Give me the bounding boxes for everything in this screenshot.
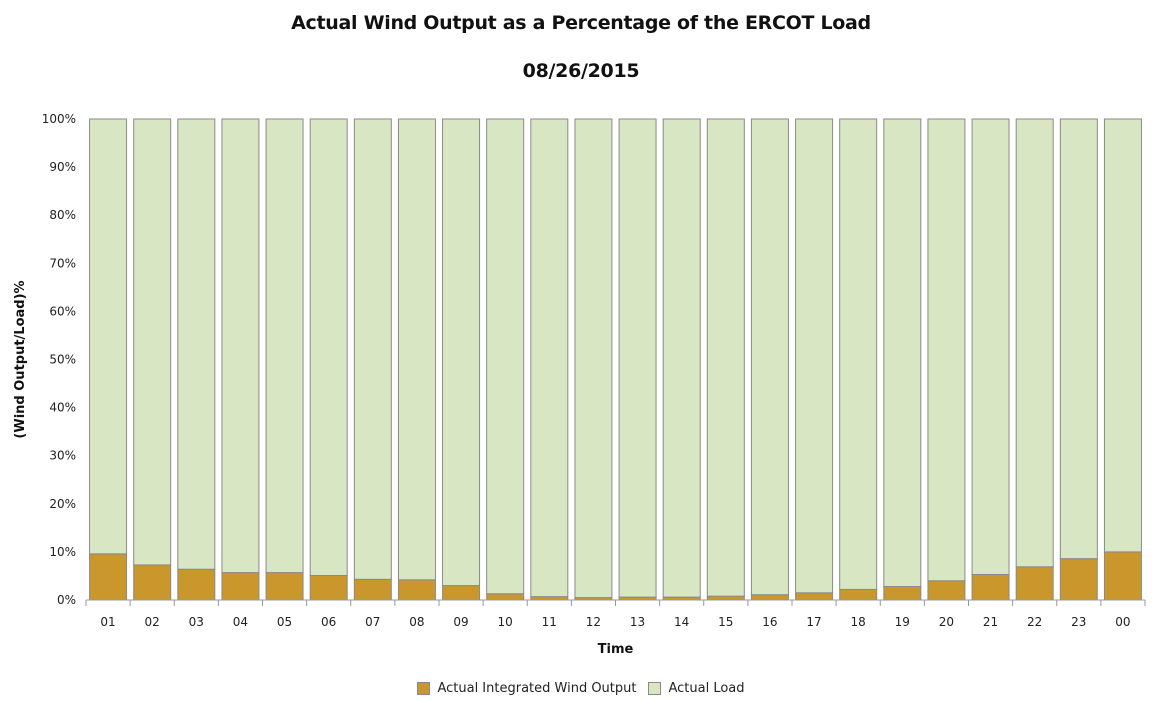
y-tick-label: 20% [49, 497, 76, 511]
bar-actual-load[interactable] [133, 118, 172, 566]
bar-wind-output[interactable] [177, 568, 216, 601]
y-tick-label: 30% [49, 449, 76, 463]
x-tick-label: 04 [233, 615, 248, 629]
bar-wind-output[interactable] [1015, 566, 1054, 601]
bar-wind-output[interactable] [309, 574, 348, 601]
bar-wind-output[interactable] [486, 593, 525, 601]
bar-wind-output[interactable] [133, 564, 172, 601]
bar-wind-output[interactable] [839, 588, 878, 601]
legend-swatch-wind-output [417, 682, 431, 695]
y-tick-label: 100% [42, 112, 76, 126]
legend-item-actual-load[interactable]: Actual Load [648, 681, 745, 696]
x-tick-label: 00 [1115, 615, 1130, 629]
y-axis-title: (Wind Output/Load)% [13, 280, 28, 438]
bar-actual-load[interactable] [177, 118, 216, 570]
bar-actual-load[interactable] [883, 118, 922, 588]
x-tick-label: 09 [453, 615, 468, 629]
bar-wind-output[interactable] [795, 592, 834, 601]
bar-actual-load[interactable] [353, 118, 392, 580]
bar-actual-load[interactable] [795, 118, 834, 594]
x-tick-label: 19 [895, 615, 910, 629]
y-tick-label: 80% [49, 208, 76, 222]
bar-actual-load[interactable] [750, 118, 789, 596]
x-tick-label: 03 [189, 615, 204, 629]
x-tick-label: 17 [806, 615, 821, 629]
bar-actual-load[interactable] [1103, 118, 1142, 553]
x-tick-label: 01 [100, 615, 115, 629]
legend-label-wind-output: Actual Integrated Wind Output [437, 681, 637, 696]
x-tick-label: 11 [542, 615, 557, 629]
bar-actual-load[interactable] [397, 118, 436, 581]
bar-actual-load[interactable] [89, 118, 128, 555]
x-tick-label: 07 [365, 615, 380, 629]
bar-actual-load[interactable] [265, 118, 304, 574]
bar-wind-output[interactable] [530, 596, 569, 601]
x-tick-label: 13 [630, 615, 645, 629]
bar-actual-load[interactable] [662, 118, 701, 598]
x-tick-label: 20 [939, 615, 954, 629]
bar-actual-load[interactable] [971, 118, 1010, 576]
bar-actual-load[interactable] [574, 118, 613, 599]
chart-subtitle: 08/26/2015 [522, 60, 640, 82]
legend: Actual Integrated Wind Output Actual Loa… [0, 681, 1162, 696]
bar-actual-load[interactable] [442, 118, 481, 587]
x-axis: 01 02 03 04 05 06 07 08 09 10 11 12 13 14 15 16 17 18 19 20… [85, 600, 1146, 629]
x-tick-label: 06 [321, 615, 336, 629]
legend-item-wind-output[interactable]: Actual Integrated Wind Output [417, 681, 636, 696]
legend-label-actual-load: Actual Load [668, 681, 745, 696]
y-tick-label: 40% [49, 401, 76, 415]
x-tick-label: 15 [718, 615, 733, 629]
bar-wind-output[interactable] [1059, 558, 1098, 601]
bar-wind-output[interactable] [750, 594, 789, 601]
bar-actual-load[interactable] [1015, 118, 1054, 568]
bar-actual-load[interactable] [309, 118, 348, 576]
y-axis: 0% 10% 20% 30% 40% 50% 60% 70% 80% 90% 100% [42, 112, 76, 607]
bar-actual-load[interactable] [706, 118, 745, 597]
y-tick-label: 50% [49, 353, 76, 367]
y-tick-label: 0% [57, 593, 76, 607]
chart-title: Actual Wind Output as a Percentage of th… [291, 12, 871, 34]
x-tick-label: 16 [762, 615, 777, 629]
y-tick-label: 90% [49, 160, 76, 174]
bars [89, 118, 1142, 601]
bar-wind-output[interactable] [221, 572, 260, 601]
x-tick-label: 05 [277, 615, 292, 629]
legend-swatch-actual-load [648, 682, 662, 695]
x-tick-label: 02 [145, 615, 160, 629]
bar-actual-load[interactable] [618, 118, 657, 598]
bar-actual-load[interactable] [839, 118, 878, 590]
x-tick-label: 18 [851, 615, 866, 629]
x-tick-label: 10 [498, 615, 513, 629]
bar-actual-load[interactable] [486, 118, 525, 595]
bar-wind-output[interactable] [927, 580, 966, 601]
bar-wind-output[interactable] [442, 585, 481, 601]
y-tick-label: 10% [49, 545, 76, 559]
bar-wind-output[interactable] [265, 572, 304, 601]
bar-wind-output[interactable] [971, 574, 1010, 601]
x-tick-label: 08 [409, 615, 424, 629]
x-tick-label: 21 [983, 615, 998, 629]
x-tick-label: 12 [586, 615, 601, 629]
bar-wind-output[interactable] [883, 586, 922, 601]
bar-actual-load[interactable] [221, 118, 260, 574]
x-tick-label: 22 [1027, 615, 1042, 629]
bar-actual-load[interactable] [1059, 118, 1098, 560]
x-axis-title: Time [598, 642, 634, 657]
bar-actual-load[interactable] [530, 118, 569, 598]
y-tick-label: 70% [49, 256, 76, 270]
bar-wind-output[interactable] [89, 553, 128, 601]
x-tick-label: 14 [674, 615, 689, 629]
bar-wind-output[interactable] [706, 595, 745, 601]
x-tick-label: 23 [1071, 615, 1086, 629]
y-tick-label: 60% [49, 304, 76, 318]
bar-wind-output[interactable] [397, 579, 436, 601]
bar-actual-load[interactable] [927, 118, 966, 582]
bar-wind-output[interactable] [1103, 551, 1142, 601]
bar-wind-output[interactable] [353, 578, 392, 601]
